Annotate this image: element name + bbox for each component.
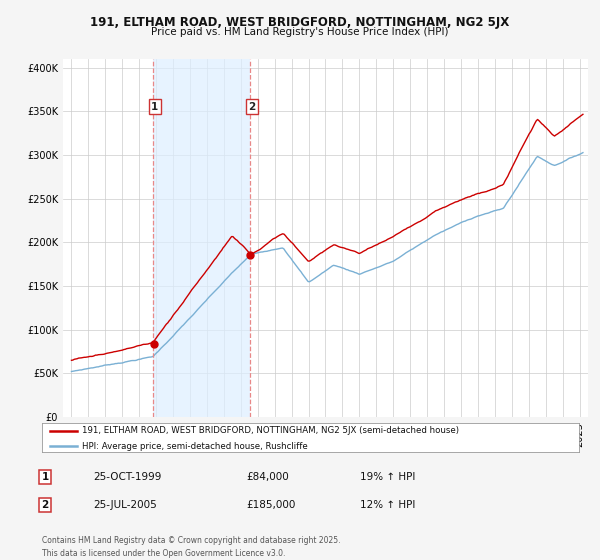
Text: 191, ELTHAM ROAD, WEST BRIDGFORD, NOTTINGHAM, NG2 5JX (semi-detached house): 191, ELTHAM ROAD, WEST BRIDGFORD, NOTTIN… [82, 426, 459, 436]
Text: 2: 2 [41, 500, 49, 510]
Text: HPI: Average price, semi-detached house, Rushcliffe: HPI: Average price, semi-detached house,… [82, 442, 308, 451]
Bar [153, 59, 250, 417]
Text: 191, ELTHAM ROAD, WEST BRIDGFORD, NOTTINGHAM, NG2 5JX: 191, ELTHAM ROAD, WEST BRIDGFORD, NOTTIN… [91, 16, 509, 29]
Text: 2: 2 [248, 102, 256, 112]
Text: £185,000: £185,000 [246, 500, 295, 510]
Text: Contains HM Land Registry data © Crown copyright and database right 2025.
This d: Contains HM Land Registry data © Crown c… [42, 536, 341, 558]
Text: £84,000: £84,000 [246, 472, 289, 482]
Text: 19% ↑ HPI: 19% ↑ HPI [360, 472, 415, 482]
Text: 12% ↑ HPI: 12% ↑ HPI [360, 500, 415, 510]
Text: 1: 1 [151, 102, 158, 112]
Text: 25-OCT-1999: 25-OCT-1999 [93, 472, 161, 482]
Text: Price paid vs. HM Land Registry's House Price Index (HPI): Price paid vs. HM Land Registry's House … [151, 27, 449, 37]
Text: 1: 1 [41, 472, 49, 482]
Text: 25-JUL-2005: 25-JUL-2005 [93, 500, 157, 510]
